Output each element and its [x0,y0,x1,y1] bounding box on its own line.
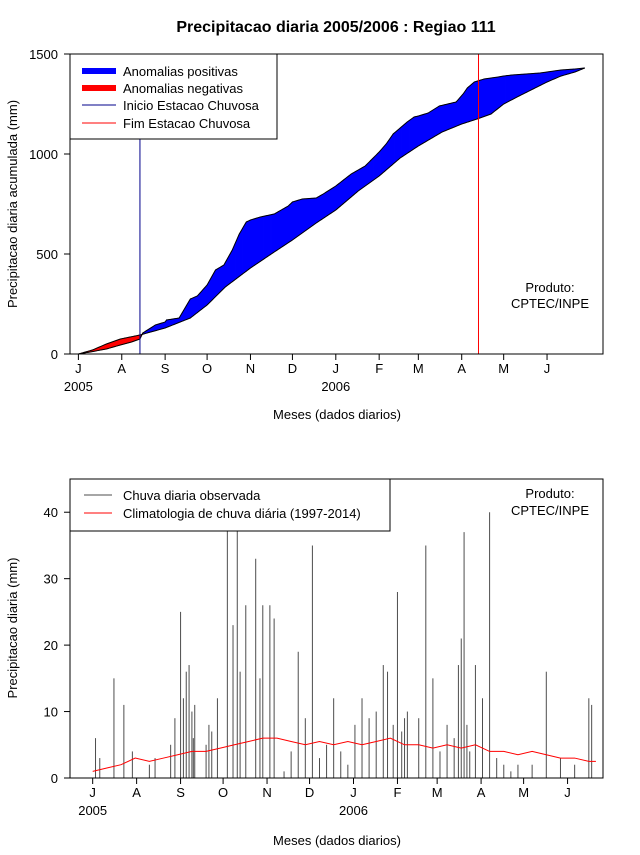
y-axis: 0 10 20 30 40 [44,505,70,786]
x-axis: J A S O N D J F M A M J 2005 2006 [64,354,550,394]
x-tick-label: A [457,361,466,376]
daily-rain-bars [96,512,592,778]
product-label: Produto: [525,280,574,295]
x-tick-label: M [413,361,424,376]
x-tick-label: J [350,785,357,800]
x-axis-label: Meses (dados diarios) [273,407,401,422]
chart-title: Precipitacao diaria 2005/2006 : Regiao 1… [176,19,495,36]
x-tick-label: J [564,785,571,800]
legend-label: Chuva diaria observada [123,488,261,503]
y-axis-label: Precipitacao diaria acumulada (mm) [5,100,20,308]
x-tick-label: M [498,361,509,376]
y-axis-label: Precipitacao diaria (mm) [5,558,20,699]
product-source: CPTEC/INPE [511,296,589,311]
x-tick-label: J [75,361,82,376]
x-tick-label: J [544,361,551,376]
legend: Chuva diaria observada Climatologia de c… [70,479,390,531]
x-tick-label: M [432,785,443,800]
legend-label: Fim Estacao Chuvosa [123,116,251,131]
year-label: 2006 [321,379,350,394]
x-tick-label: A [117,361,126,376]
legend-label: Anomalias positivas [123,64,238,79]
x-tick-label: D [288,361,297,376]
x-tick-label: F [375,361,383,376]
x-tick-label: A [132,785,141,800]
x-tick-label: S [161,361,170,376]
y-tick-label: 500 [36,247,58,262]
x-tick-label: O [202,361,212,376]
x-tick-label: O [218,785,228,800]
y-tick-label: 1500 [29,47,58,62]
y-tick-label: 10 [44,705,58,720]
year-label: 2005 [78,803,107,818]
legend-box [70,479,390,531]
y-tick-label: 40 [44,505,58,520]
y-tick-label: 0 [51,771,58,786]
climatology-series-line [93,738,596,771]
year-label: 2006 [339,803,368,818]
y-tick-label: 0 [51,347,58,362]
y-tick-label: 1000 [29,147,58,162]
x-tick-label: N [246,361,255,376]
x-tick-label: D [305,785,314,800]
legend: Anomalias positivas Anomalias negativas … [70,54,277,139]
year-label: 2005 [64,379,93,394]
product-label: Produto: [525,486,574,501]
x-tick-label: S [176,785,185,800]
legend-label: Climatologia de chuva diária (1997-2014) [123,506,361,521]
x-tick-label: F [393,785,401,800]
legend-label: Anomalias negativas [123,81,243,96]
product-source: CPTEC/INPE [511,503,589,518]
x-tick-label: N [262,785,271,800]
x-axis: J A S O N D J F M A M J 2005 2006 [78,778,571,818]
climatology-line [93,738,596,771]
x-tick-label: A [477,785,486,800]
y-tick-label: 20 [44,638,58,653]
x-tick-label: J [333,361,340,376]
panel-cumulative: Precipitacao diaria 2005/2006 : Regiao 1… [5,19,603,422]
y-tick-label: 30 [44,572,58,587]
panel-daily: 0 10 20 30 40 J A S O N D J F M A M J 2005 2006 Meses (da… [5,479,603,848]
y-axis: 0 500 1000 1500 [29,47,70,362]
x-tick-label: M [518,785,529,800]
x-axis-label: Meses (dados diarios) [273,833,401,848]
x-tick-label: J [89,785,96,800]
legend-label: Inicio Estacao Chuvosa [123,98,260,113]
